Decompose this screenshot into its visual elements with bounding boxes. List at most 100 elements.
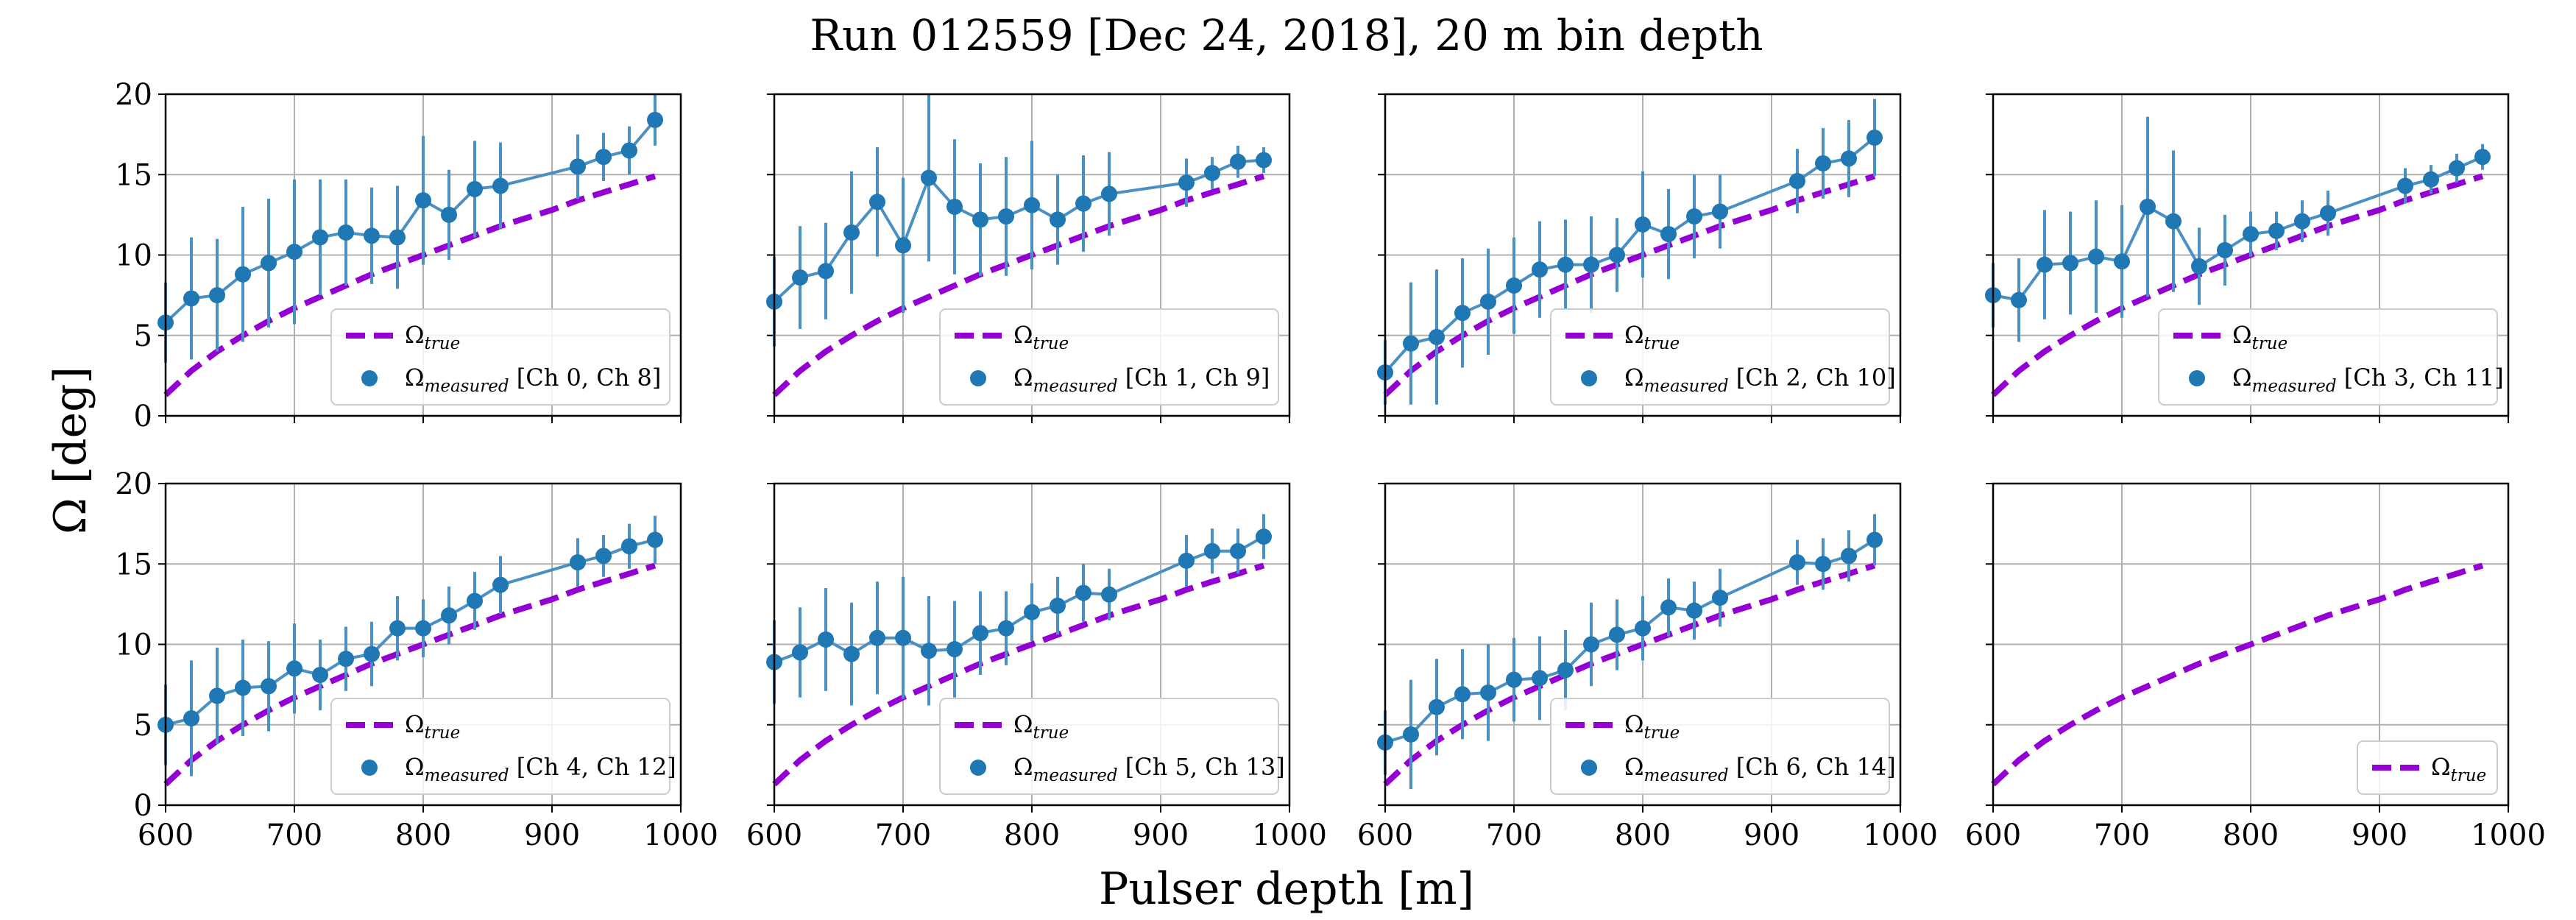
data-point <box>1075 195 1091 212</box>
data-point <box>1866 129 1883 146</box>
data-point <box>621 538 637 555</box>
legend-box <box>330 308 670 406</box>
data-point <box>595 548 612 565</box>
legend-measured-label: Ωmeasured [Ch 6, Ch 14] <box>1624 753 1896 785</box>
data-point <box>1075 584 1091 601</box>
y-tick-label: 5 <box>134 709 152 743</box>
data-point <box>261 255 277 272</box>
data-point <box>1256 152 1272 169</box>
data-point <box>1686 208 1702 225</box>
data-point <box>312 229 328 246</box>
data-point <box>415 620 431 637</box>
y-tick-label: 5 <box>134 319 152 353</box>
y-tick-label: 10 <box>115 629 152 662</box>
data-point <box>1480 293 1496 310</box>
legend-box <box>1550 308 1890 406</box>
x-tick-label: 1000 <box>1252 818 1327 852</box>
data-point <box>998 620 1014 637</box>
data-point <box>1841 150 1857 167</box>
data-point <box>467 592 483 609</box>
legend-true-label: Ωtrue <box>2232 321 2287 353</box>
legend-measured-label: Ωmeasured [Ch 4, Ch 12] <box>405 753 676 785</box>
data-point <box>1480 684 1496 701</box>
data-point <box>441 206 457 223</box>
y-axis-label: Ω [deg] <box>45 367 96 534</box>
data-point <box>183 710 199 727</box>
y-tick-label: 15 <box>115 158 152 192</box>
data-point <box>1635 216 1651 233</box>
data-point <box>1506 671 1522 688</box>
data-point <box>261 678 277 695</box>
omega-true-curve <box>163 562 657 787</box>
data-point <box>2294 213 2310 230</box>
data-point <box>972 211 988 228</box>
legend-measured-swatch <box>970 370 986 386</box>
omega-true-curve <box>772 173 1265 397</box>
data-point <box>895 629 911 646</box>
legend-measured-swatch <box>361 370 378 386</box>
legend-box <box>330 698 670 795</box>
legend-box <box>939 698 1279 795</box>
data-point <box>792 644 808 661</box>
data-point <box>1712 203 1728 220</box>
legend: Ωtrue Ωmeasured [Ch 6, Ch 14] <box>1550 698 1896 795</box>
data-point <box>792 269 808 286</box>
y-tick-label: 10 <box>115 239 152 273</box>
y-tick-label: 15 <box>115 548 152 581</box>
legend-measured-swatch <box>1581 370 1597 386</box>
data-point <box>1557 662 1574 679</box>
data-point <box>647 111 663 128</box>
data-point <box>2140 198 2156 215</box>
x-tick-label: 600 <box>746 818 802 852</box>
x-tick-label: 1000 <box>1863 818 1938 852</box>
x-tick-label: 900 <box>1744 818 1800 852</box>
legend-box <box>2357 740 2498 795</box>
data-point <box>1178 552 1195 569</box>
data-point <box>1256 528 1272 545</box>
x-tick-label: 600 <box>1357 818 1413 852</box>
x-axis-label: Pulser depth [m] <box>1099 863 1474 915</box>
data-point <box>2474 149 2491 166</box>
figure-title: Run 012559 [Dec 24, 2018], 20 m bin dept… <box>810 10 1763 60</box>
legend-true-label: Ωtrue <box>1624 710 1680 743</box>
data-point <box>946 198 963 215</box>
legend-true-label: Ωtrue <box>1013 710 1069 743</box>
subplot-2: Ωtrue Ωmeasured [Ch 1, Ch 9] <box>766 93 1291 423</box>
legend-true-label: Ωtrue <box>2431 753 2486 785</box>
data-point <box>1866 531 1883 548</box>
data-point <box>1532 670 1548 687</box>
data-point <box>921 643 937 659</box>
legend-measured-label: Ωmeasured [Ch 5, Ch 13] <box>1013 753 1285 785</box>
data-point <box>621 142 637 159</box>
data-point <box>869 194 885 210</box>
y-tick-label: 20 <box>115 78 152 112</box>
legend: Ωtrue Ωmeasured [Ch 0, Ch 8] <box>330 308 670 406</box>
legend-box <box>2158 308 2498 406</box>
legend-measured-label: Ωmeasured [Ch 1, Ch 9] <box>1013 364 1270 396</box>
data-point <box>1557 256 1574 273</box>
legend: Ωtrue Ωmeasured [Ch 4, Ch 12] <box>330 698 676 795</box>
legend: Ωtrue Ωmeasured [Ch 5, Ch 13] <box>939 698 1285 795</box>
y-tick-label: 0 <box>134 789 152 823</box>
legend: Ωtrue Ωmeasured [Ch 1, Ch 9] <box>939 308 1279 406</box>
data-point <box>467 180 483 197</box>
x-tick-label: 700 <box>266 818 322 852</box>
data-point <box>570 158 586 175</box>
data-point <box>1789 554 1805 571</box>
subplot-3: Ωtrue Ωmeasured [Ch 2, Ch 10] <box>1377 93 1902 423</box>
data-point <box>2037 256 2053 273</box>
data-point <box>2088 248 2104 265</box>
legend-true-label: Ωtrue <box>1624 321 1680 353</box>
axes-frame <box>773 482 1291 807</box>
data-point <box>389 229 406 246</box>
omega-true-curve <box>163 173 657 397</box>
data-point <box>441 607 457 624</box>
data-point <box>1841 548 1857 565</box>
x-tick-label: 900 <box>1133 818 1189 852</box>
subplot-7: 600 700 800 900 1000 Ωtrue Ωmeasured [Ch 6, Ch… <box>1357 482 1938 852</box>
data-point <box>338 224 354 241</box>
data-point <box>647 531 663 548</box>
data-point <box>946 641 963 658</box>
x-tick-label: 600 <box>138 818 194 852</box>
